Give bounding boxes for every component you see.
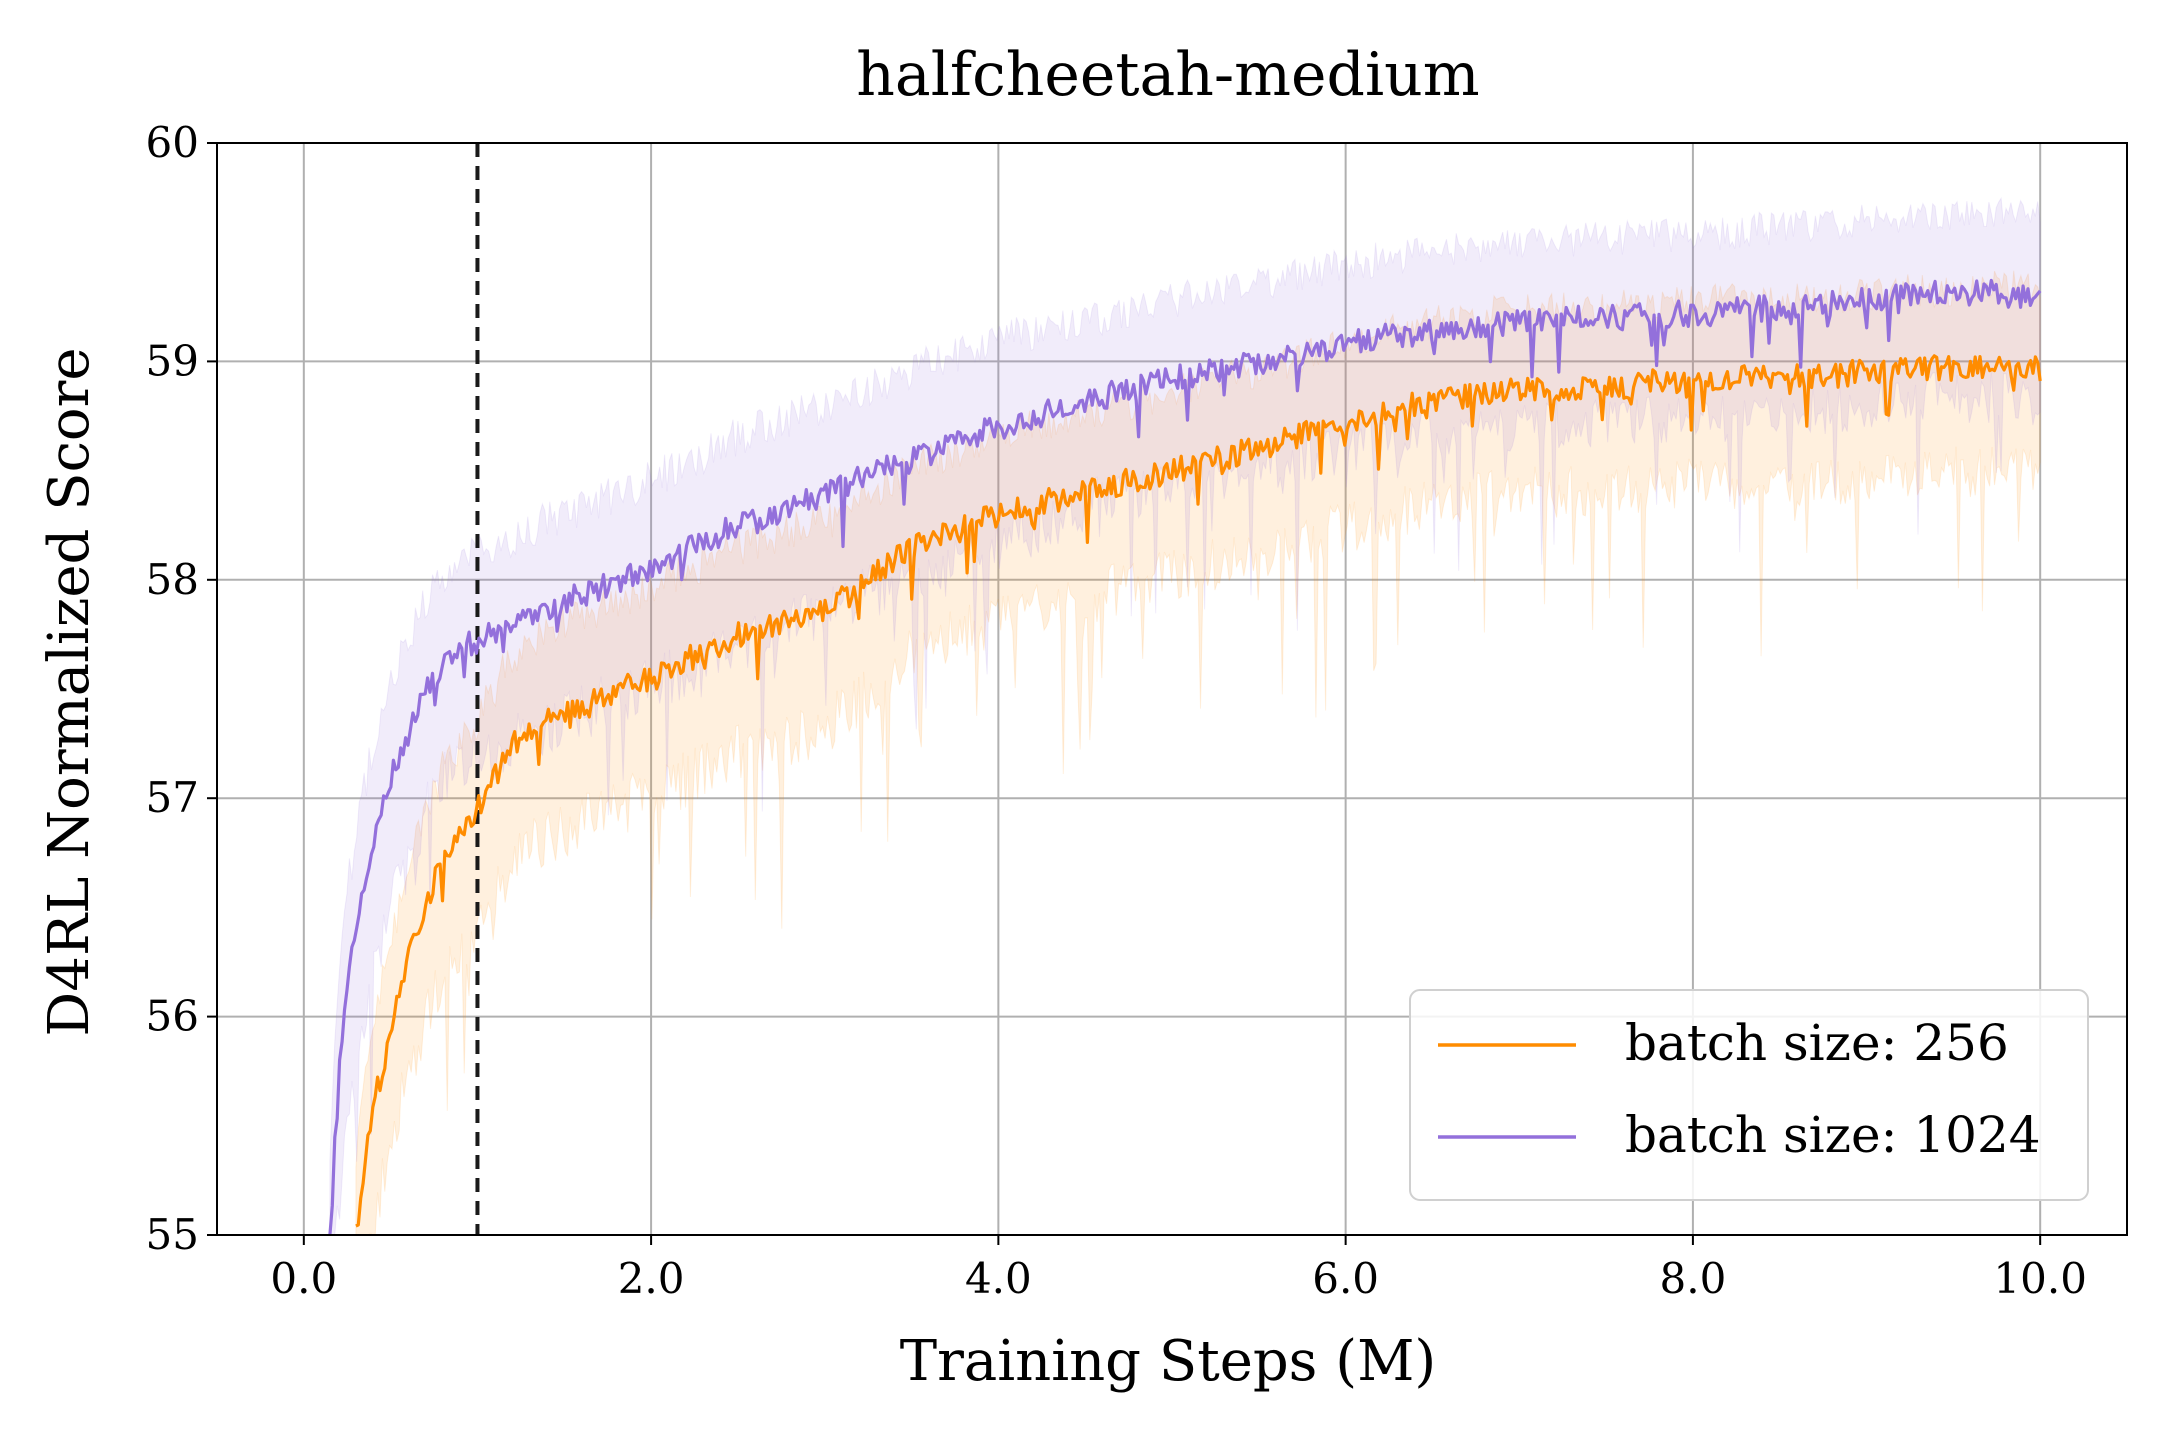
x-tick-label: 8.0	[1660, 1254, 1727, 1303]
y-tick-label: 55	[146, 1210, 199, 1259]
legend-label-256: batch size: 256	[1625, 1014, 2009, 1072]
tick-layer: 0.0 2.0 4.0 6.0 8.0 10.0 55 56 57 58 59 60	[146, 118, 2087, 1303]
chart-title: halfcheetah-medium	[856, 40, 1479, 110]
series-line-1	[328, 278, 2042, 1236]
y-tick-label: 59	[146, 336, 199, 385]
x-tick-label: 4.0	[965, 1254, 1032, 1303]
line-layer	[328, 278, 2042, 1236]
series-band-1	[329, 196, 2041, 1236]
legend-label-1024: batch size: 1024	[1625, 1106, 2041, 1164]
x-tick-label: 2.0	[618, 1254, 685, 1303]
y-axis-label: D4RL Normalized Score	[37, 347, 102, 1036]
x-tick-label: 0.0	[270, 1254, 337, 1303]
series-line-0	[355, 354, 2042, 1228]
y-tick-label: 57	[146, 773, 199, 822]
x-tick-label: 6.0	[1312, 1254, 1379, 1303]
legend: batch size: 256 batch size: 1024	[1409, 989, 2089, 1201]
x-axis-label: Training Steps (M)	[900, 1329, 1437, 1394]
plot-frame	[216, 142, 2128, 1236]
y-tick-label: 60	[146, 118, 199, 167]
y-tick-label: 56	[146, 992, 199, 1041]
y-tick-label: 58	[146, 555, 199, 604]
legend-box	[1409, 989, 2089, 1201]
x-tick-label: 10.0	[1993, 1254, 2087, 1303]
